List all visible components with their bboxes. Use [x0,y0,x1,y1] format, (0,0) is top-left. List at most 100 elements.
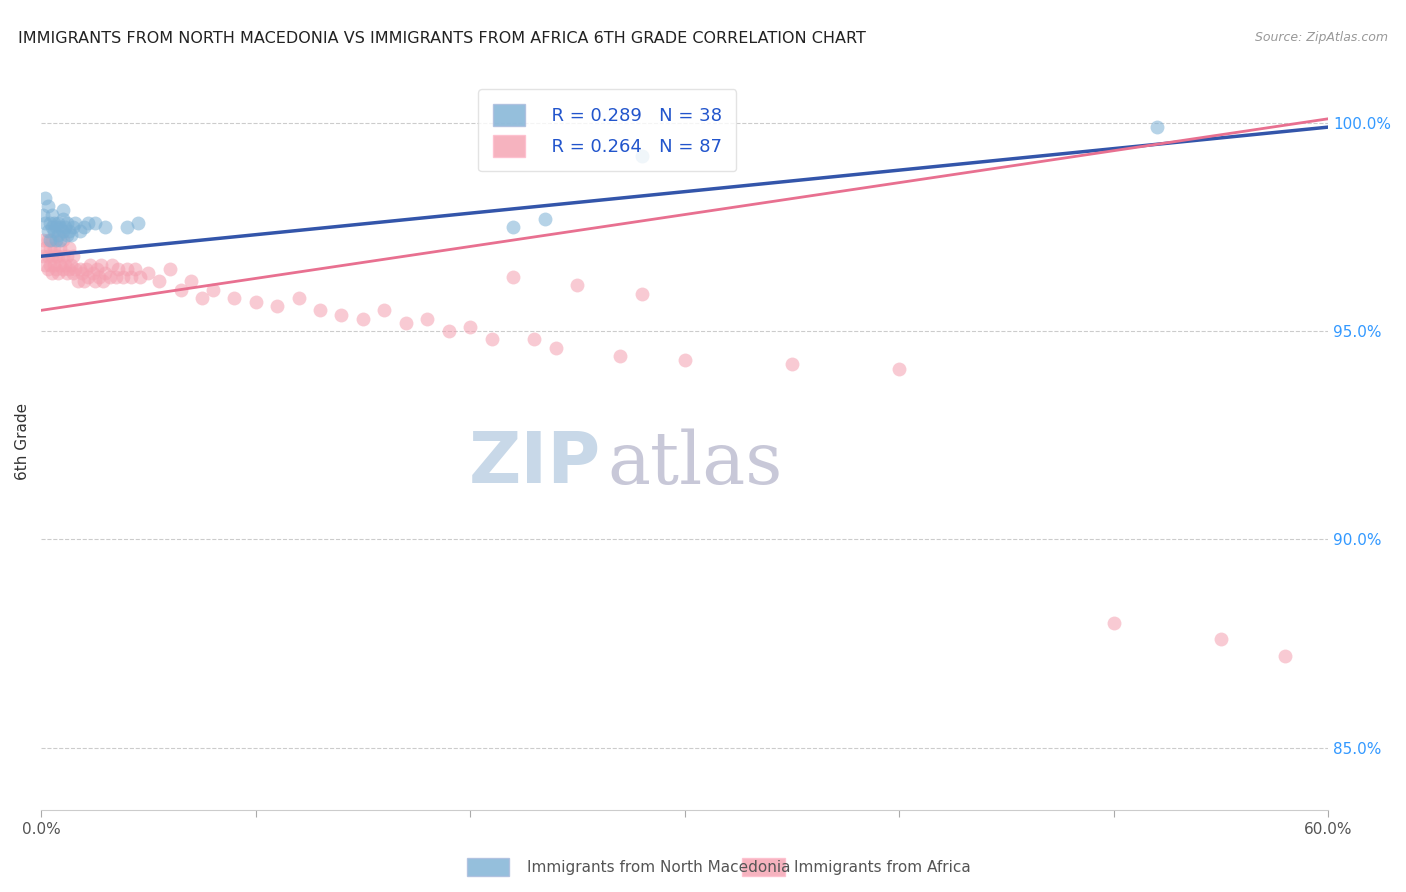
Point [45,220,67,235]
Point [120,270,142,285]
Point [1146,120,1168,135]
Point [51,261,73,276]
Point [91,274,114,288]
Text: IMMIGRANTS FROM NORTH MACEDONIA VS IMMIGRANTS FROM AFRICA 6TH GRADE CORRELATION : IMMIGRANTS FROM NORTH MACEDONIA VS IMMIG… [18,31,866,46]
Point [41,220,63,235]
Point [1274,648,1296,663]
Point [373,303,395,318]
Point [56,249,79,263]
Point [51,233,73,247]
Point [105,270,128,285]
Point [34,191,56,205]
Point [56,266,79,280]
Point [101,258,124,272]
Point [138,266,160,280]
Point [502,220,524,235]
Text: ZIP: ZIP [468,429,600,498]
Point [502,270,524,285]
Text: Immigrants from North Macedonia: Immigrants from North Macedonia [527,860,790,874]
Point [37,233,59,247]
Point [169,283,191,297]
Point [77,270,100,285]
Point [534,211,557,226]
Point [82,266,104,280]
Point [42,224,65,238]
Text: atlas: atlas [607,428,783,499]
Point [416,311,439,326]
Point [56,228,79,243]
Point [58,224,80,238]
Point [148,274,170,288]
Point [62,249,84,263]
Point [86,261,108,276]
Point [45,233,67,247]
Point [245,295,267,310]
Point [65,261,87,276]
Point [34,258,56,272]
Point [53,220,76,235]
Point [41,249,63,263]
Point [201,283,224,297]
Point [73,220,96,235]
Point [309,303,332,318]
Point [51,249,73,263]
Point [46,249,69,263]
Point [83,216,105,230]
Point [1209,632,1232,647]
Point [38,241,60,255]
Point [42,258,65,272]
Point [49,220,72,235]
Point [34,241,56,255]
Point [70,266,93,280]
Point [630,149,652,163]
Point [62,266,84,280]
Point [887,361,910,376]
Point [69,224,91,238]
Point [32,208,55,222]
Point [34,216,56,230]
Point [673,353,696,368]
Point [45,261,67,276]
Point [266,299,288,313]
Point [49,241,72,255]
Point [37,261,59,276]
Point [42,216,65,230]
Point [53,258,76,272]
Point [111,270,134,285]
Text: Immigrants from Africa: Immigrants from Africa [794,860,972,874]
Point [38,258,60,272]
Point [69,261,91,276]
Point [437,324,460,338]
Point [60,258,83,272]
Point [32,249,55,263]
Point [38,216,60,230]
Point [90,258,112,272]
Point [224,291,246,305]
Point [83,274,105,288]
Legend:   R = 0.289   N = 38,   R = 0.264   N = 87: R = 0.289 N = 38, R = 0.264 N = 87 [478,89,737,171]
Point [49,258,72,272]
Point [65,216,87,230]
Point [180,274,202,288]
Point [49,233,72,247]
Point [780,358,803,372]
Point [75,261,97,276]
Point [1102,615,1125,630]
Point [94,220,117,235]
Point [523,333,546,347]
Point [352,311,374,326]
Y-axis label: 6th Grade: 6th Grade [15,403,30,480]
Point [458,320,481,334]
Point [73,274,96,288]
Point [66,274,89,288]
Point [159,261,181,276]
Point [395,316,418,330]
Point [62,220,84,235]
Point [41,266,63,280]
Point [51,203,73,218]
Point [124,261,146,276]
Point [287,291,309,305]
Point [51,211,73,226]
Point [58,241,80,255]
Point [630,286,652,301]
